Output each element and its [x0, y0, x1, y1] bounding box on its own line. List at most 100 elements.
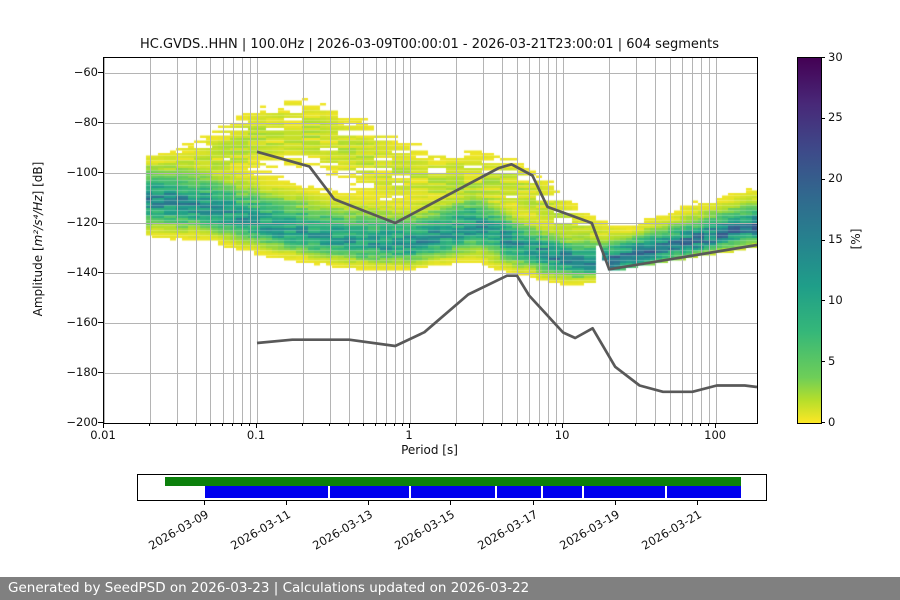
- colorbar: [797, 57, 822, 424]
- colorbar-tick-label: 0: [828, 414, 836, 429]
- colorbar-label: [%]: [849, 228, 863, 250]
- colorbar-tick-label: 5: [828, 353, 836, 368]
- grid-line-x: [363, 58, 365, 423]
- x-tick-minor: [149, 423, 151, 426]
- colorbar-tick-mark: [821, 239, 825, 241]
- x-tick-minor: [402, 423, 404, 426]
- grid-line-x: [222, 58, 224, 423]
- grid-line-y: [104, 372, 757, 374]
- grid-line-x: [210, 58, 212, 423]
- timeline-tick: [614, 500, 616, 505]
- y-tick-mark: [98, 172, 103, 173]
- grid-line-x: [700, 58, 702, 423]
- grid-line-x: [232, 58, 234, 423]
- x-tick-minor: [375, 423, 377, 426]
- colorbar-tick-mark: [821, 57, 825, 58]
- x-tick-major: [562, 423, 564, 428]
- x-tick-minor: [232, 423, 234, 426]
- grid-line-x: [608, 58, 610, 423]
- grid-line-x: [348, 58, 350, 423]
- grid-line-x: [555, 58, 557, 423]
- x-tick-minor: [635, 423, 637, 426]
- colorbar-tick-mark: [821, 422, 825, 423]
- colorbar-tick-mark: [821, 300, 825, 302]
- y-tick-mark: [98, 122, 103, 123]
- x-tick-minor: [555, 423, 557, 426]
- y-tick-label: −140: [66, 264, 98, 279]
- y-tick-label: −180: [66, 364, 98, 379]
- x-tick-minor: [669, 423, 671, 426]
- availability-bar: [165, 477, 741, 486]
- footer-bar: Generated by SeedPSD on 2026-03-23 | Cal…: [0, 577, 900, 600]
- x-tick-minor: [691, 423, 693, 426]
- colorbar-tick-label: 10: [828, 292, 843, 307]
- colorbar-tick-label: 30: [828, 49, 843, 64]
- y-tick-label: −80: [73, 114, 98, 129]
- colorbar-tick-mark: [821, 117, 825, 119]
- colorbar-tick-label: 15: [828, 232, 843, 246]
- grid-line-x: [669, 58, 671, 423]
- x-tick-minor: [608, 423, 610, 426]
- x-tick-minor: [176, 423, 177, 426]
- x-tick-label: 1: [405, 428, 413, 442]
- x-tick-minor: [222, 423, 224, 426]
- processed-bar: [205, 486, 741, 498]
- x-tick-minor: [538, 423, 540, 426]
- x-tick-minor: [348, 423, 350, 426]
- grid-line-x: [654, 58, 656, 423]
- ppsd-density-canvas: [104, 58, 757, 423]
- x-tick-minor: [362, 423, 364, 426]
- timeline-tick: [696, 500, 698, 505]
- x-tick-minor: [681, 423, 683, 426]
- x-tick-minor: [654, 423, 656, 426]
- grid-line-y: [104, 72, 757, 74]
- timeline-tick: [368, 500, 370, 505]
- x-tick-label: 0.1: [246, 428, 266, 442]
- x-tick-minor: [516, 423, 518, 426]
- grid-line-x: [635, 58, 637, 423]
- y-tick-mark: [98, 422, 103, 423]
- y-tick-mark: [98, 272, 103, 273]
- x-tick-minor: [394, 423, 396, 426]
- data-gap: [540, 486, 543, 498]
- y-axis-label-prefix: Amplitude [: [31, 246, 45, 317]
- grid-line-x: [249, 58, 251, 423]
- grid-line-x: [103, 58, 105, 423]
- grid-line-x: [482, 58, 484, 423]
- x-tick-minor: [241, 423, 243, 426]
- x-tick-minor: [385, 423, 387, 426]
- data-gap: [495, 486, 498, 498]
- x-tick-minor: [329, 423, 331, 426]
- data-gap: [327, 486, 330, 498]
- x-tick-label: 10: [554, 428, 570, 442]
- grid-line-x: [528, 58, 530, 423]
- grid-line-x: [149, 58, 151, 423]
- grid-line-y: [104, 172, 757, 174]
- figure-title: HC.GVDS..HHN | 100.0Hz | 2026-03-09T00:0…: [140, 37, 719, 52]
- x-tick-minor: [249, 423, 251, 426]
- x-tick-minor: [700, 423, 702, 426]
- grid-line-x: [562, 58, 564, 423]
- x-tick-minor: [501, 423, 503, 426]
- coverage-timeline: [137, 474, 767, 501]
- plot-area: [103, 57, 758, 424]
- data-gap: [665, 486, 668, 498]
- grid-line-x: [256, 58, 258, 423]
- grid-line-x: [409, 58, 411, 423]
- x-tick-label: 0.01: [90, 428, 116, 442]
- grid-line-y: [104, 222, 757, 224]
- grid-line-y: [104, 122, 757, 124]
- y-tick-mark: [98, 372, 103, 373]
- grid-line-y: [104, 322, 757, 324]
- y-tick-mark: [98, 322, 103, 323]
- grid-line-x: [329, 58, 331, 423]
- grid-line-x: [385, 58, 387, 423]
- x-tick-minor: [209, 423, 211, 426]
- colorbar-tick-mark: [821, 361, 825, 363]
- timeline-tick: [286, 500, 288, 505]
- y-tick-label: −200: [66, 414, 98, 429]
- x-tick-minor: [528, 423, 530, 426]
- grid-line-x: [681, 58, 683, 423]
- grid-line-x: [547, 58, 549, 423]
